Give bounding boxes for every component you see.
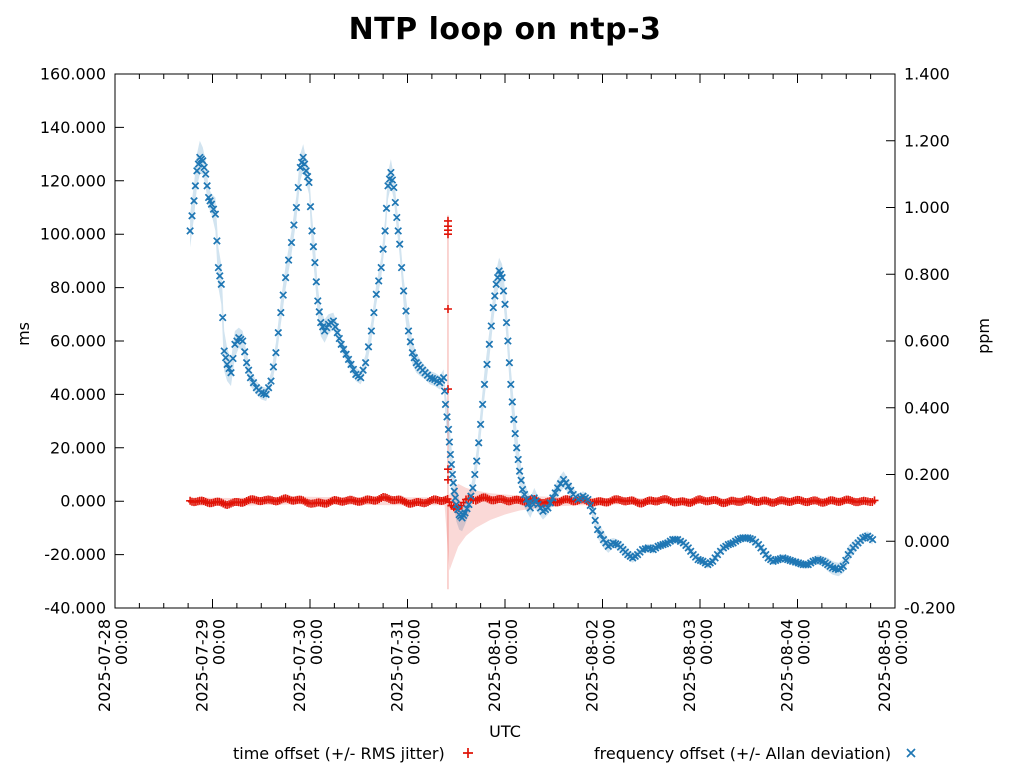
y-right-tick-label: 0.000: [904, 532, 950, 551]
x-tick-label: 2025-07-3100:00: [388, 619, 424, 712]
legend-time-offset-label: time offset (+/- RMS jitter): [233, 744, 445, 763]
legend-frequency-offset-label: frequency offset (+/- Allan deviation): [594, 744, 892, 763]
allan-deviation-band: [190, 140, 873, 577]
frequency-offset-series: [186, 153, 877, 574]
x-tick-label: 2025-08-0300:00: [680, 619, 716, 712]
y-right-tick-label: 0.200: [904, 465, 950, 484]
axis-tick-labels: 160.000 140.000 120.000 100.000 80.000 60.000…: [40, 65, 956, 712]
y-left-tick-label: 60.000: [50, 332, 106, 351]
y-left-tick-label: 140.000: [40, 118, 106, 137]
x-tick-label: 2025-07-3000:00: [290, 619, 326, 712]
x-tick-label: 2025-08-0200:00: [583, 619, 619, 712]
plus-marker-icon: [463, 748, 473, 758]
x-tick-label: 2025-07-2800:00: [95, 619, 131, 712]
x-axis-label: UTC: [489, 722, 521, 741]
y-left-tick-label: 40.000: [50, 385, 106, 404]
axis-ticks: [114, 73, 896, 609]
y-left-tick-label: 120.000: [40, 171, 106, 190]
x-tick-label: 2025-08-0400:00: [778, 619, 814, 712]
chart-title: NTP loop on ntp-3: [348, 12, 662, 47]
y-left-tick-label: 160.000: [40, 65, 106, 84]
y-right-tick-label: 1.200: [904, 131, 950, 150]
x-tick-label: 2025-08-0100:00: [485, 619, 521, 712]
y-left-tick-label: 100.000: [40, 225, 106, 244]
y-right-tick-label: 1.400: [904, 65, 950, 84]
y-left-tick-label: -40.000: [44, 599, 106, 618]
y-right-tick-label: 0.400: [904, 398, 950, 417]
cross-marker-icon: [906, 748, 916, 758]
y-left-tick-label: -20.000: [44, 545, 106, 564]
y-left-tick-label: 80.000: [50, 278, 106, 297]
y-left-tick-label: 0.000: [60, 492, 106, 511]
y-right-tick-label: 0.600: [904, 332, 950, 351]
y-right-tick-label: 0.800: [904, 265, 950, 284]
y-left-tick-label: 20.000: [50, 438, 106, 457]
y-right-tick-label: -0.200: [904, 599, 956, 618]
y-right-tick-label: 1.000: [904, 198, 950, 217]
x-tick-label: 2025-08-0500:00: [875, 619, 911, 712]
x-tick-label: 2025-07-2900:00: [193, 619, 229, 712]
